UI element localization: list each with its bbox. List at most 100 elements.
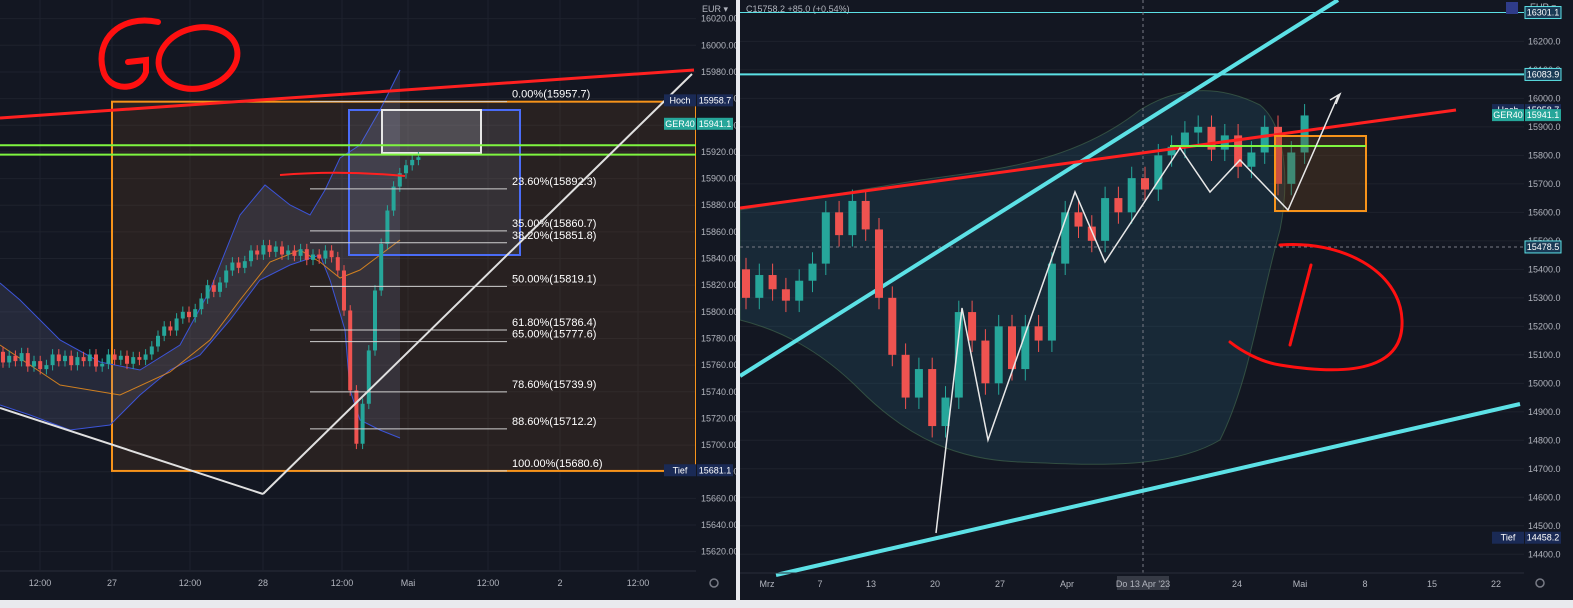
candle[interactable] <box>968 300 977 352</box>
candle[interactable] <box>298 243 303 262</box>
candle[interactable] <box>768 263 777 301</box>
candle[interactable] <box>218 277 222 298</box>
candle[interactable] <box>56 349 61 367</box>
candle[interactable] <box>75 351 80 371</box>
candle[interactable] <box>304 243 309 266</box>
candle[interactable] <box>242 255 247 274</box>
candle[interactable] <box>742 257 750 310</box>
candle[interactable] <box>901 343 910 409</box>
candle[interactable] <box>168 321 173 336</box>
candle[interactable] <box>323 245 328 264</box>
candle[interactable] <box>162 321 167 342</box>
candle[interactable] <box>1194 115 1203 144</box>
candle[interactable] <box>861 189 870 241</box>
projection-path[interactable] <box>935 95 1339 534</box>
right-candlestick-chart[interactable]: C15758.2 +85.0 (+0.54%)EUR ▾16200.016100… <box>740 0 1566 600</box>
red-trend-line[interactable] <box>0 68 695 120</box>
candle[interactable] <box>249 245 253 267</box>
candle[interactable] <box>1180 121 1189 159</box>
candle[interactable] <box>360 398 365 450</box>
candle[interactable] <box>224 265 229 288</box>
target-box[interactable] <box>1274 135 1367 212</box>
candle[interactable] <box>131 351 136 370</box>
candle[interactable] <box>795 269 804 313</box>
candle[interactable] <box>954 300 963 409</box>
candle[interactable] <box>404 159 408 179</box>
candle[interactable] <box>106 349 111 370</box>
candle[interactable] <box>348 305 353 396</box>
candle[interactable] <box>391 181 396 216</box>
selection-box-white[interactable] <box>381 109 482 154</box>
candle[interactable] <box>366 345 371 410</box>
candle[interactable] <box>781 277 790 313</box>
candle[interactable] <box>941 386 950 438</box>
candle[interactable] <box>808 252 817 293</box>
candle[interactable] <box>329 245 334 263</box>
candle[interactable] <box>63 350 67 367</box>
candle[interactable] <box>261 239 266 260</box>
right-chart-panel[interactable]: C15758.2 +85.0 (+0.54%)EUR ▾16200.016100… <box>740 0 1566 600</box>
candle[interactable] <box>994 314 1003 395</box>
candle[interactable] <box>112 349 117 366</box>
red-trend-line[interactable] <box>740 108 1457 210</box>
settings-gear-icon[interactable] <box>1535 578 1545 588</box>
candle[interactable] <box>286 245 291 260</box>
channel-upper-line[interactable] <box>740 0 1340 378</box>
candle[interactable] <box>1 346 5 368</box>
candle[interactable] <box>32 355 36 372</box>
candle[interactable] <box>118 350 123 366</box>
candle[interactable] <box>311 249 315 266</box>
candle[interactable] <box>755 263 764 310</box>
candle[interactable] <box>94 349 98 372</box>
candle[interactable] <box>1207 115 1216 162</box>
candle[interactable] <box>821 200 830 276</box>
candle[interactable] <box>1087 215 1096 253</box>
candle[interactable] <box>87 349 92 367</box>
candle[interactable] <box>1061 200 1070 276</box>
candle[interactable] <box>385 205 390 250</box>
candle[interactable] <box>379 238 384 296</box>
candle[interactable] <box>1234 123 1243 179</box>
candle[interactable] <box>317 249 322 264</box>
candle[interactable] <box>25 347 30 372</box>
candle[interactable] <box>174 313 179 336</box>
candle[interactable] <box>50 349 55 371</box>
candle[interactable] <box>205 279 210 304</box>
candle[interactable] <box>914 357 923 409</box>
candle[interactable] <box>180 306 185 324</box>
candle[interactable] <box>149 341 154 360</box>
candle[interactable] <box>981 329 990 395</box>
white-trend-line[interactable] <box>0 407 264 495</box>
candle[interactable] <box>193 303 198 323</box>
candle[interactable] <box>1114 186 1123 224</box>
candle[interactable] <box>1274 115 1282 196</box>
candle[interactable] <box>354 385 359 450</box>
candle[interactable] <box>236 257 241 274</box>
candle[interactable] <box>187 306 191 323</box>
candle[interactable] <box>69 350 74 371</box>
candle[interactable] <box>100 358 105 372</box>
candle[interactable] <box>273 241 278 258</box>
candle[interactable] <box>1047 252 1056 352</box>
candle[interactable] <box>335 251 340 276</box>
candle[interactable] <box>38 355 43 375</box>
candle[interactable] <box>1074 200 1083 238</box>
candle[interactable] <box>342 265 346 316</box>
candle[interactable] <box>13 350 18 367</box>
candle[interactable] <box>1127 166 1136 224</box>
channel-lower-line[interactable] <box>775 402 1521 577</box>
candle[interactable] <box>1260 115 1269 164</box>
candle[interactable] <box>888 286 897 367</box>
candle[interactable] <box>835 200 844 247</box>
candle[interactable] <box>211 279 216 298</box>
candle[interactable] <box>280 241 284 260</box>
candle[interactable] <box>255 245 260 260</box>
candle[interactable] <box>81 351 86 367</box>
candle[interactable] <box>848 189 857 247</box>
candle[interactable] <box>373 285 377 356</box>
candle[interactable] <box>1101 186 1110 253</box>
left-chart-panel[interactable]: 0.00%(15957.7) 23.60%(15892.3) 35.00%(1586… <box>0 0 736 600</box>
candle[interactable] <box>7 350 12 368</box>
candle[interactable] <box>1021 314 1030 381</box>
candle[interactable] <box>267 239 272 258</box>
